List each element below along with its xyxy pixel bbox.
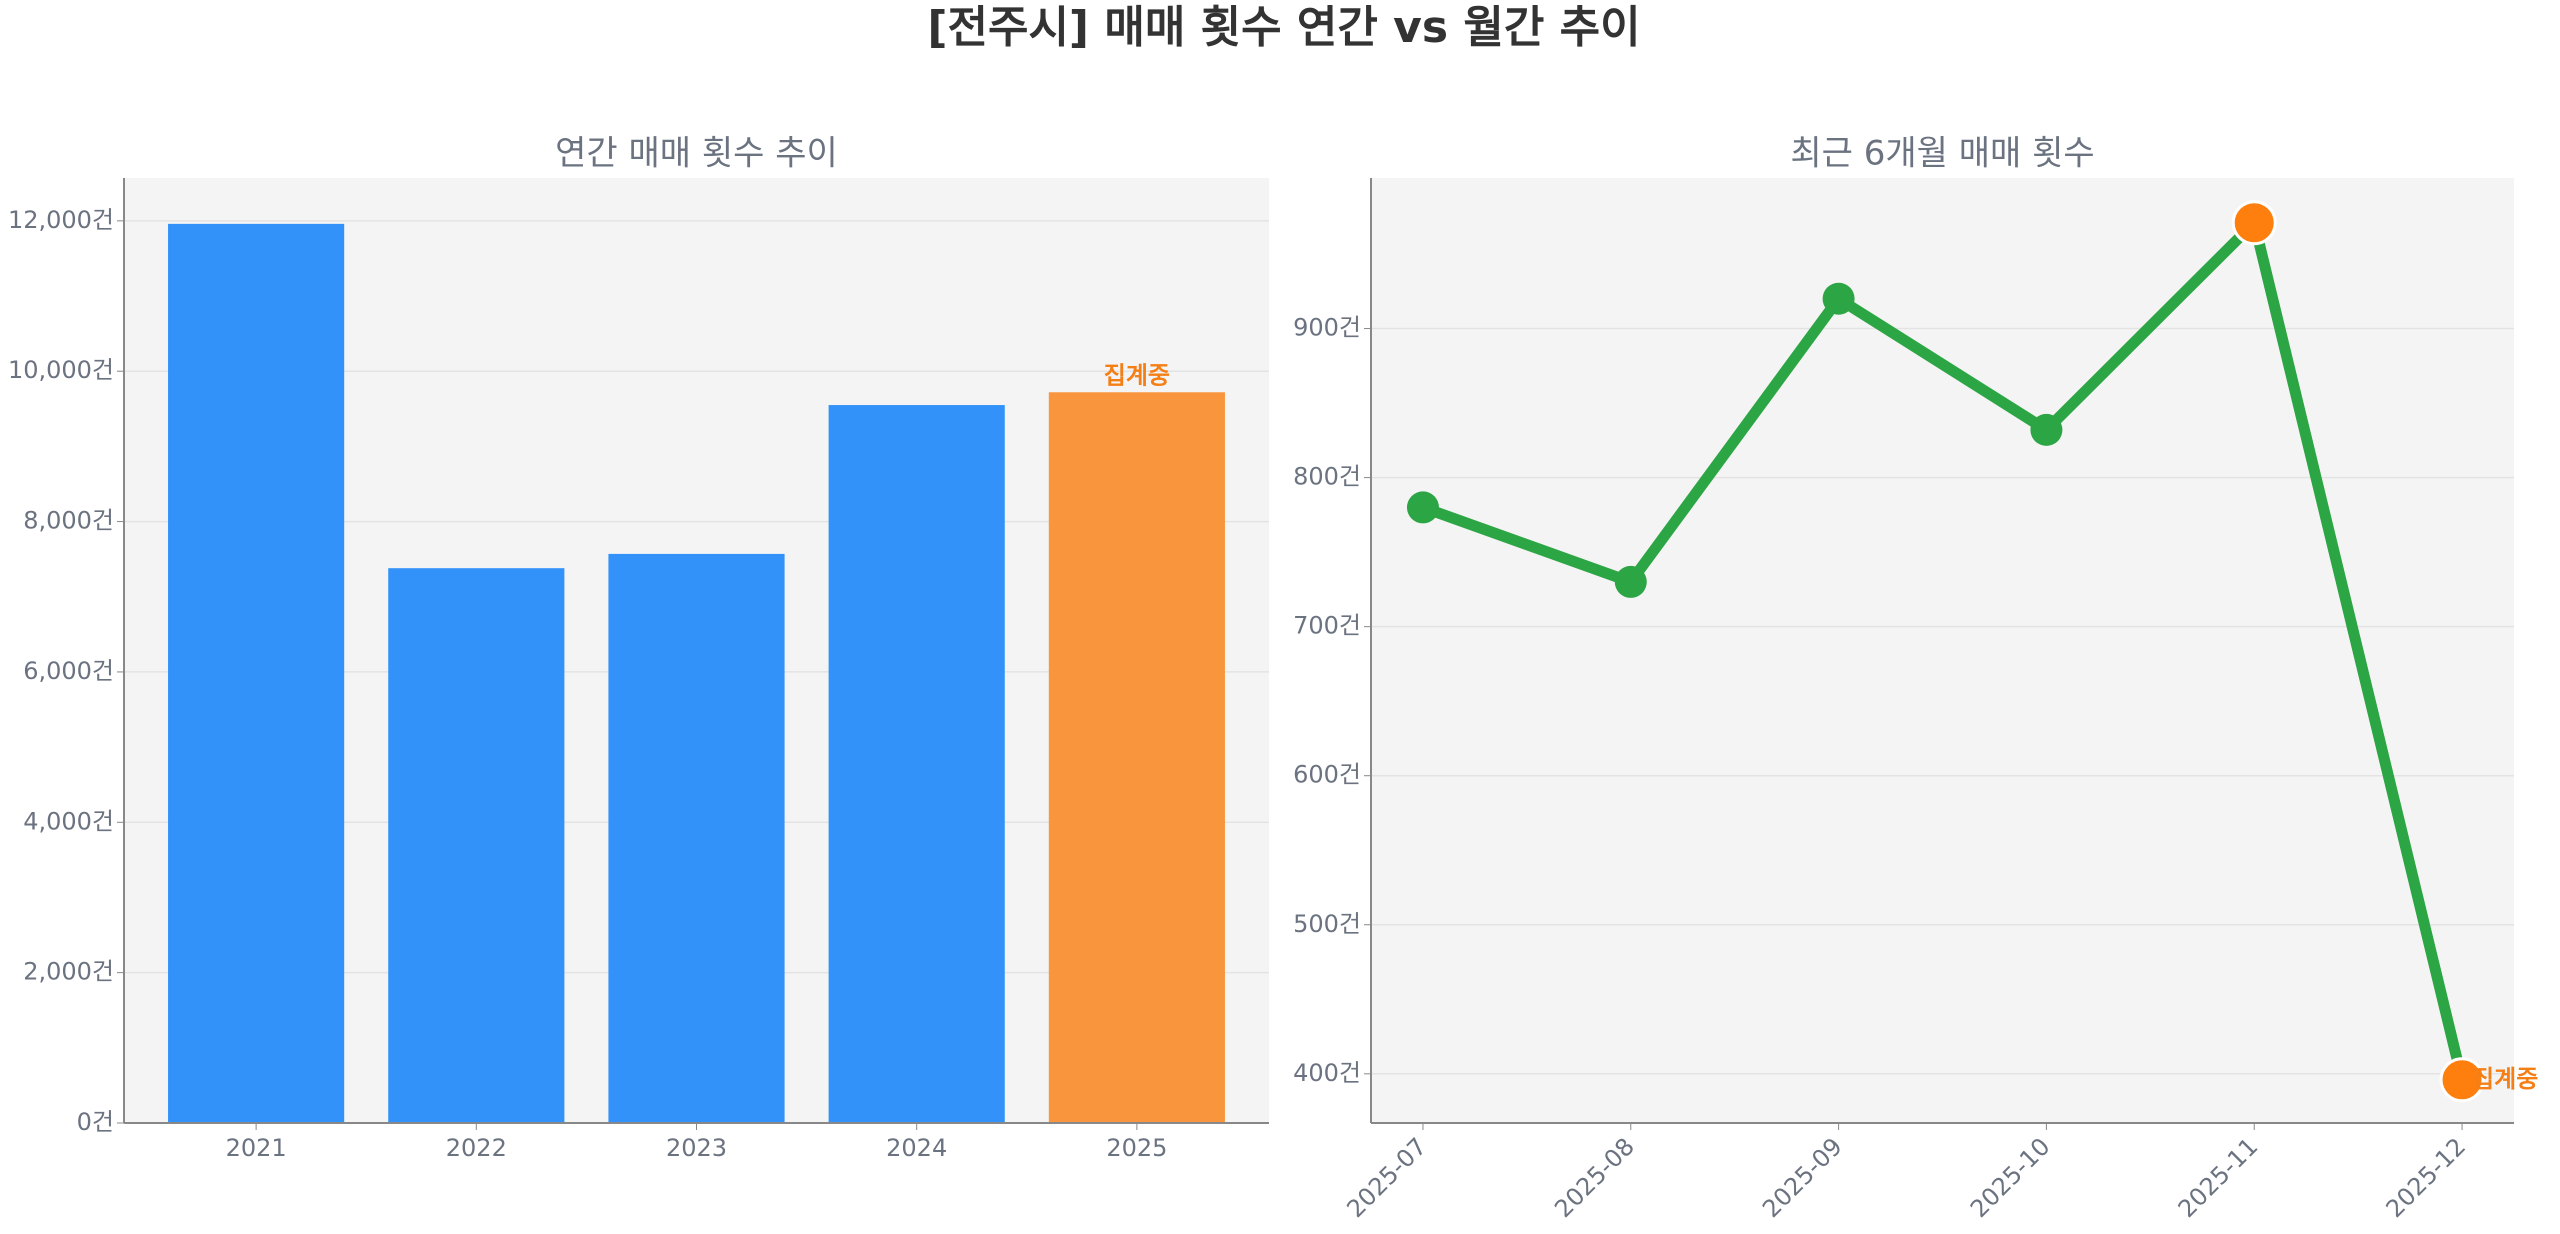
plot-area <box>1371 178 2514 1123</box>
bar <box>388 568 565 1123</box>
bar <box>828 405 1005 1124</box>
marker <box>1614 565 1647 598</box>
chart-title: 연간 매매 횟수 추이 <box>555 134 838 174</box>
y-tick-label: 2,000건 <box>23 958 114 986</box>
marker <box>1822 282 1855 315</box>
y-tick-label: 8,000건 <box>23 507 114 535</box>
y-tick-label: 600건 <box>1293 761 1361 789</box>
y-tick-label: 700건 <box>1293 612 1361 640</box>
x-tick-label: 2025-09 <box>1757 1132 1848 1223</box>
y-tick-label: 500건 <box>1293 910 1361 938</box>
x-tick-label: 2025-12 <box>2381 1132 2472 1223</box>
marker <box>2439 1057 2485 1103</box>
marker <box>2030 413 2063 446</box>
annotation: 집계중 <box>2472 1065 2538 1093</box>
bar <box>1048 392 1225 1123</box>
chart-title: 최근 6개월 매매 횟수 <box>1790 134 2094 174</box>
x-tick-label: 2021 <box>226 1134 287 1162</box>
y-tick-label: 400건 <box>1293 1059 1361 1087</box>
bar <box>168 223 345 1123</box>
y-tick-label: 12,000건 <box>8 206 114 234</box>
x-tick-label: 2025 <box>1106 1134 1167 1162</box>
x-tick-label: 2025-08 <box>1549 1132 1640 1223</box>
line <box>1421 217 2468 1082</box>
y-tick-label: 6,000건 <box>23 657 114 685</box>
marker <box>2231 200 2277 246</box>
annotation: 집계중 <box>1104 361 1170 389</box>
x-tick-label: 2025-10 <box>1965 1132 2056 1223</box>
x-tick-label: 2023 <box>666 1134 727 1162</box>
y-tick-label: 900건 <box>1293 314 1361 342</box>
y-tick-label: 800건 <box>1293 463 1361 491</box>
x-tick-label: 2025-11 <box>2173 1132 2264 1223</box>
y-tick-label: 0건 <box>77 1108 114 1136</box>
marker <box>1406 491 1439 524</box>
figure-title: [전주시] 매매 횟수 연간 vs 월간 추이 <box>927 2 1640 53</box>
x-tick-label: 2022 <box>446 1134 507 1162</box>
bar <box>608 553 785 1123</box>
y-tick-label: 10,000건 <box>8 356 114 384</box>
x-tick-label: 2025-07 <box>1341 1132 1432 1223</box>
y-tick-label: 4,000건 <box>23 807 114 835</box>
x-tick-label: 2024 <box>886 1134 947 1162</box>
